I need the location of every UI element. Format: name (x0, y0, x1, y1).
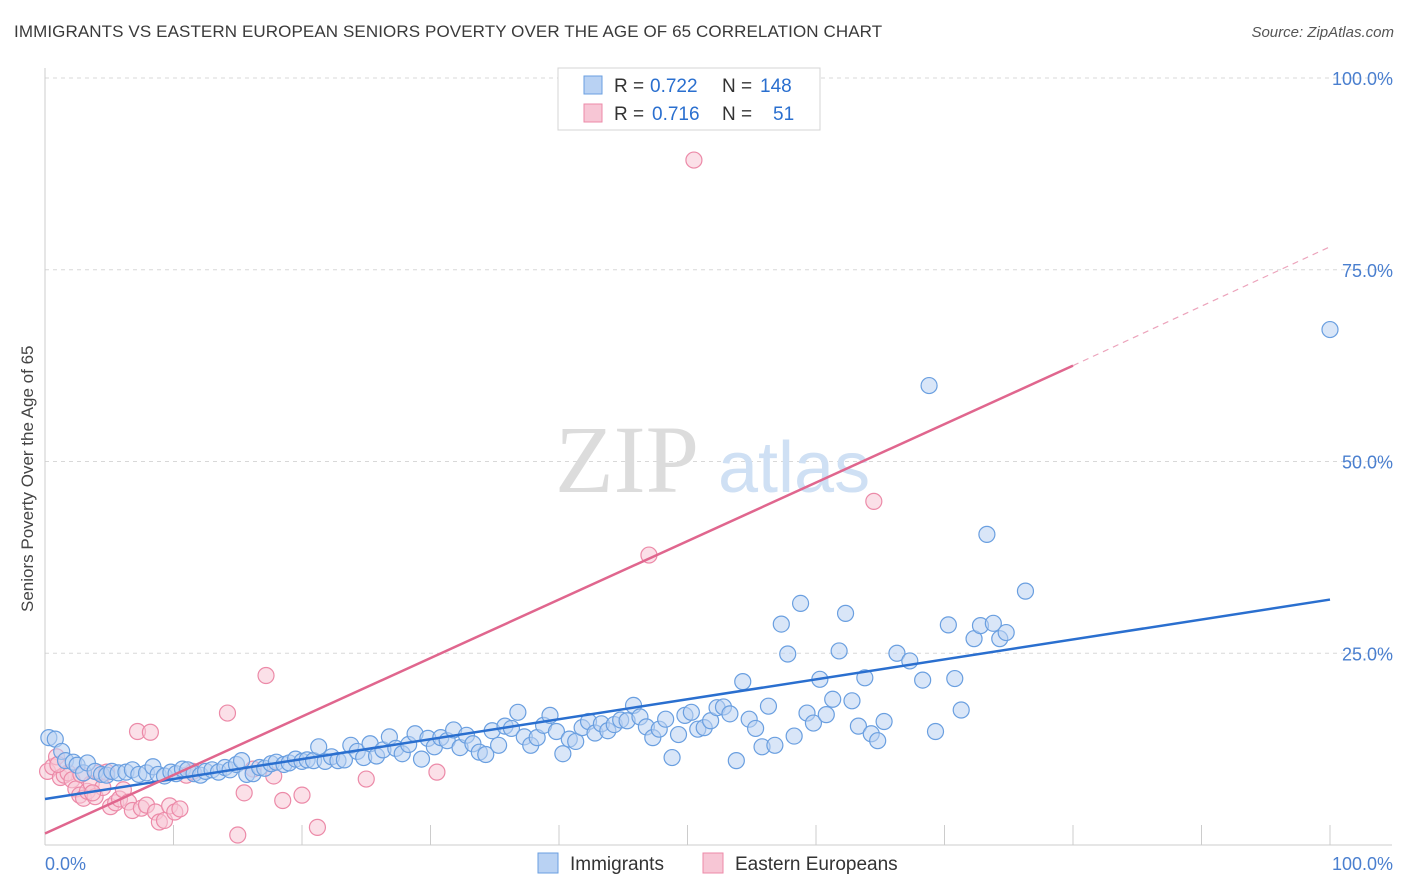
data-point-immigrants (824, 690, 842, 708)
legend-n-label: N = (722, 104, 752, 125)
data-point-immigrants (747, 719, 765, 738)
data-point-immigrants (926, 722, 945, 741)
data-point-immigrants (978, 525, 996, 543)
data-point-immigrants (779, 645, 797, 663)
data-point-eastern-europeans (229, 826, 247, 844)
legend-n-label: N = (722, 76, 752, 97)
data-point-immigrants (849, 717, 868, 735)
data-point-eastern-europeans (685, 151, 703, 169)
y-tick-labels: 25.0% 50.0% 75.0% 100.0% (1332, 69, 1393, 664)
x-tick-label: 0.0% (45, 854, 86, 874)
data-point-eastern-europeans (865, 492, 883, 510)
data-point-immigrants (727, 752, 745, 770)
data-point-immigrants (1321, 320, 1339, 339)
data-point-immigrants (952, 701, 970, 719)
data-point-immigrants (547, 722, 566, 741)
data-point-immigrants (939, 616, 957, 634)
axes (44, 68, 1392, 846)
data-point-immigrants (804, 714, 823, 732)
data-point-immigrants (477, 745, 495, 764)
trend-line-eastern-europeans (44, 364, 1074, 835)
data-point-immigrants (1016, 582, 1035, 600)
data-point-immigrants (856, 669, 874, 687)
data-point-immigrants (657, 710, 675, 728)
data-point-immigrants (817, 706, 835, 724)
bottom-legend-swatch-eastern-europeans (702, 852, 724, 874)
data-point-immigrants (791, 594, 810, 612)
data-point-immigrants (888, 644, 906, 662)
data-point-immigrants (984, 614, 1002, 632)
data-point-eastern-europeans (235, 784, 253, 802)
data-point-immigrants (869, 732, 887, 750)
legend-n-value: 148 (760, 76, 792, 97)
data-point-immigrants (412, 750, 431, 768)
data-point-immigrants (836, 604, 855, 622)
series-legend: Immigrants Eastern Europeans (537, 852, 898, 875)
data-point-eastern-europeans (428, 763, 446, 781)
chart-title: IMMIGRANTS VS EASTERN EUROPEAN SENIORS P… (14, 22, 883, 41)
legend-n-value: 51 (773, 104, 794, 125)
data-point-eastern-europeans (257, 666, 275, 685)
data-point-eastern-europeans (274, 791, 292, 810)
data-point-immigrants (759, 697, 778, 715)
data-point-immigrants (997, 623, 1015, 642)
data-point-immigrants (310, 738, 328, 756)
data-point-immigrants (567, 732, 585, 751)
bottom-legend-label-immigrants: Immigrants (570, 854, 664, 875)
data-point-immigrants (766, 736, 784, 754)
data-point-eastern-europeans (357, 770, 375, 788)
legend-r-label: R = (614, 104, 644, 125)
watermark: ZIP atlas (555, 406, 870, 513)
data-point-eastern-europeans (293, 786, 311, 804)
data-point-immigrants (554, 745, 572, 763)
data-point-immigrants (875, 712, 893, 731)
data-point-immigrants (920, 376, 938, 395)
y-tick-label: 75.0% (1342, 261, 1393, 281)
data-point-immigrants (843, 692, 861, 710)
trend-line-immigrants (44, 598, 1331, 801)
data-point-immigrants (734, 673, 752, 691)
y-tick-label: 25.0% (1342, 644, 1393, 664)
legend-r-value: 0.716 (652, 104, 700, 125)
bottom-legend-swatch-immigrants (537, 852, 559, 874)
data-point-eastern-europeans (218, 704, 237, 722)
trend-lines (44, 246, 1331, 835)
data-point-immigrants (946, 669, 964, 688)
data-point-immigrants (785, 727, 803, 745)
data-point-immigrants (721, 705, 739, 723)
data-point-immigrants (772, 615, 790, 633)
legend-r-label: R = (614, 76, 644, 97)
y-tick-label: 50.0% (1342, 453, 1393, 473)
legend-swatch-immigrants (583, 75, 603, 95)
data-point-immigrants (914, 671, 932, 689)
y-tick-label: 100.0% (1332, 69, 1393, 89)
x-tick-label: 100.0% (1332, 854, 1393, 874)
data-point-immigrants (830, 642, 848, 660)
data-point-immigrants (682, 703, 700, 721)
data-point-immigrants (490, 736, 508, 754)
legend-r-value: 0.722 (650, 76, 698, 97)
x-tick-labels: 0.0% 100.0% (45, 854, 1393, 874)
data-point-immigrants (509, 703, 527, 721)
trend-line-eastern-europeans-extension (1072, 246, 1331, 367)
source-credit: Source: ZipAtlas.com (1251, 24, 1394, 41)
data-point-immigrants (663, 748, 681, 767)
watermark-zip: ZIP (555, 406, 699, 513)
bottom-legend-label-eastern-europeans: Eastern Europeans (735, 854, 898, 875)
watermark-atlas: atlas (718, 428, 870, 508)
data-point-immigrants (669, 725, 688, 744)
data-point-eastern-europeans (141, 723, 159, 741)
legend-swatch-eastern-europeans (583, 103, 603, 123)
stats-legend: R = 0.722 N = 148 R = 0.716 N = 51 (557, 67, 821, 131)
data-point-eastern-europeans (171, 800, 189, 818)
data-point-eastern-europeans (308, 818, 327, 836)
grid-lines (45, 77, 1392, 654)
y-axis-label: Seniors Poverty Over the Age of 65 (18, 345, 37, 612)
